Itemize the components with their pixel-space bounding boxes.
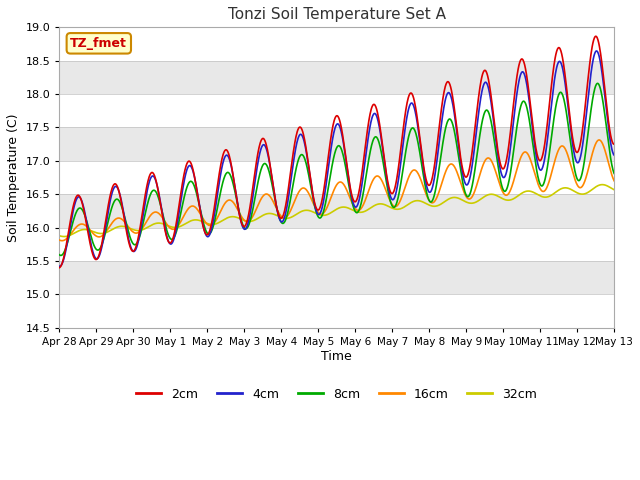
Y-axis label: Soil Temperature (C): Soil Temperature (C) bbox=[7, 113, 20, 242]
Bar bbox=[60, 294, 614, 328]
Bar bbox=[60, 27, 614, 60]
Legend: 2cm, 4cm, 8cm, 16cm, 32cm: 2cm, 4cm, 8cm, 16cm, 32cm bbox=[131, 383, 542, 406]
Bar bbox=[60, 94, 614, 128]
Bar bbox=[60, 161, 614, 194]
X-axis label: Time: Time bbox=[321, 349, 352, 362]
Title: Tonzi Soil Temperature Set A: Tonzi Soil Temperature Set A bbox=[228, 7, 445, 22]
Bar bbox=[60, 228, 614, 261]
Text: TZ_fmet: TZ_fmet bbox=[70, 37, 127, 50]
